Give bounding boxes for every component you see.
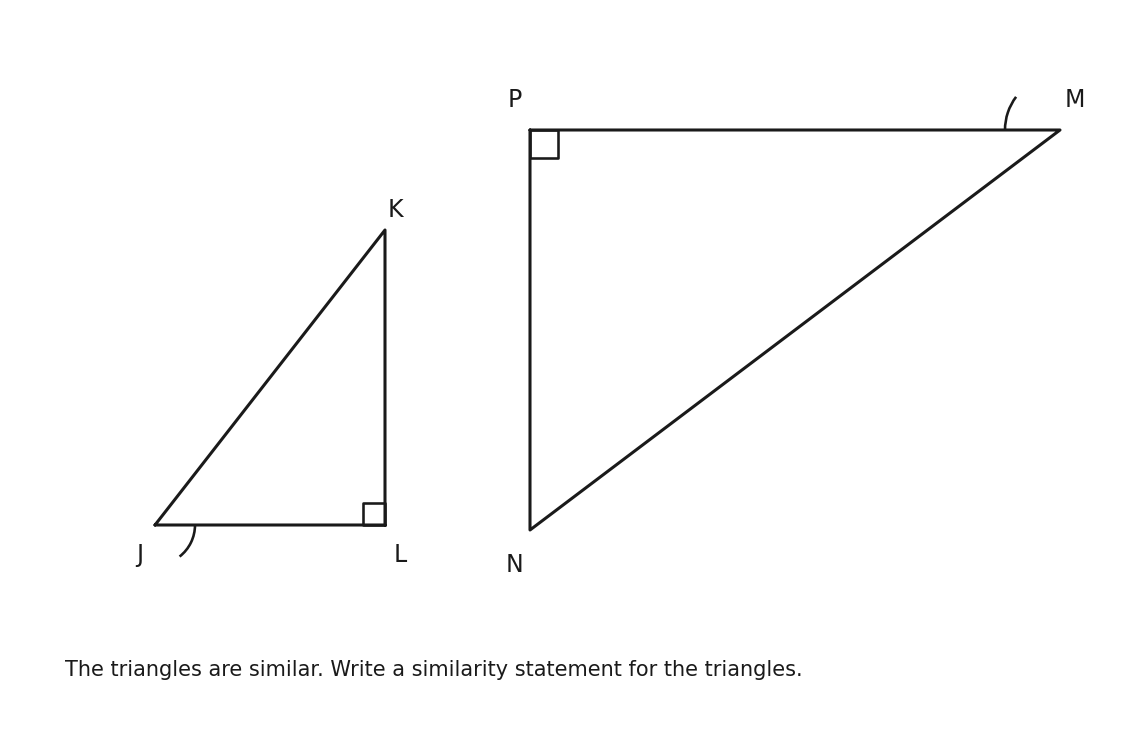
- Text: N: N: [506, 553, 524, 577]
- Text: L: L: [393, 543, 407, 567]
- Text: P: P: [508, 88, 522, 112]
- Text: J: J: [136, 543, 144, 567]
- Text: K: K: [387, 198, 403, 222]
- Text: M: M: [1064, 88, 1085, 112]
- Text: The triangles are similar. Write a similarity statement for the triangles.: The triangles are similar. Write a simil…: [65, 660, 803, 680]
